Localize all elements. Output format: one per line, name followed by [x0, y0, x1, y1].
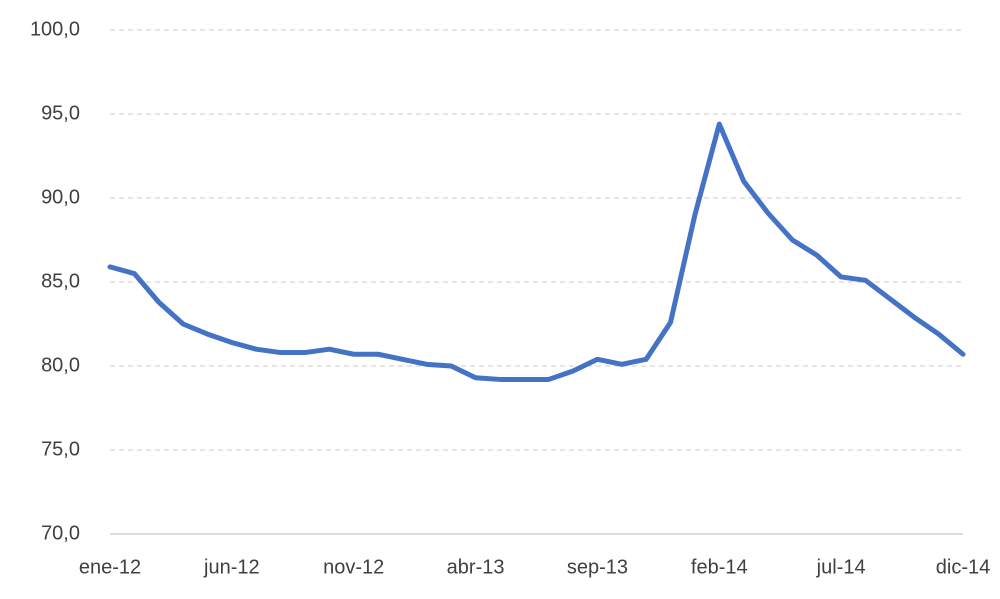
x-tick-label: sep-13	[567, 556, 628, 578]
y-tick-label: 70,0	[41, 522, 80, 544]
y-tick-label: 95,0	[41, 102, 80, 124]
y-tick-label: 90,0	[41, 186, 80, 208]
x-tick-label: jun-12	[203, 556, 260, 578]
y-tick-label: 85,0	[41, 270, 80, 292]
x-tick-label: jul-14	[816, 556, 866, 578]
y-tick-label: 80,0	[41, 354, 80, 376]
y-tick-label: 75,0	[41, 438, 80, 460]
x-tick-label: dic-14	[936, 556, 990, 578]
y-tick-label: 100,0	[30, 18, 80, 40]
x-tick-label: ene-12	[79, 556, 141, 578]
x-tick-label: nov-12	[323, 556, 384, 578]
x-tick-label: abr-13	[447, 556, 505, 578]
x-tick-label: feb-14	[691, 556, 748, 578]
data-line	[107, 121, 966, 382]
